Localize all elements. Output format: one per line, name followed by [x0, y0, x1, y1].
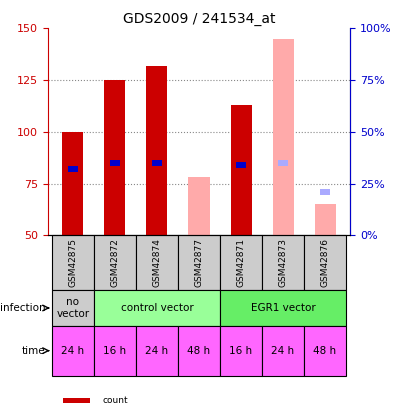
- FancyBboxPatch shape: [52, 326, 94, 375]
- Bar: [236, 162, 246, 168]
- Text: 48 h: 48 h: [314, 346, 337, 356]
- Text: GSM42872: GSM42872: [111, 238, 119, 287]
- FancyBboxPatch shape: [52, 290, 94, 326]
- Text: EGR1 vector: EGR1 vector: [251, 303, 315, 313]
- Text: 24 h: 24 h: [61, 346, 84, 356]
- FancyBboxPatch shape: [220, 290, 346, 326]
- Text: GSM42871: GSM42871: [236, 238, 246, 287]
- Text: 16 h: 16 h: [103, 346, 127, 356]
- FancyBboxPatch shape: [178, 326, 220, 375]
- FancyBboxPatch shape: [136, 326, 178, 375]
- FancyBboxPatch shape: [94, 326, 136, 375]
- Bar: [273, 39, 293, 235]
- Text: time: time: [22, 346, 46, 356]
- Text: GSM42875: GSM42875: [68, 238, 78, 287]
- FancyBboxPatch shape: [94, 235, 136, 290]
- Text: GSM42874: GSM42874: [152, 238, 162, 287]
- FancyBboxPatch shape: [304, 326, 346, 375]
- Text: GSM42876: GSM42876: [320, 238, 330, 287]
- FancyBboxPatch shape: [262, 235, 304, 290]
- Text: 24 h: 24 h: [145, 346, 168, 356]
- FancyBboxPatch shape: [136, 235, 178, 290]
- Bar: [146, 66, 168, 235]
- FancyBboxPatch shape: [178, 235, 220, 290]
- FancyBboxPatch shape: [220, 326, 262, 375]
- Text: 24 h: 24 h: [271, 346, 295, 356]
- FancyBboxPatch shape: [262, 326, 304, 375]
- FancyBboxPatch shape: [220, 235, 262, 290]
- Bar: [68, 166, 78, 172]
- Bar: [104, 80, 125, 235]
- Bar: [320, 189, 330, 195]
- Text: 48 h: 48 h: [187, 346, 211, 356]
- Bar: [189, 177, 209, 235]
- Bar: [314, 204, 336, 235]
- Text: control vector: control vector: [121, 303, 193, 313]
- Title: GDS2009 / 241534_at: GDS2009 / 241534_at: [123, 12, 275, 26]
- Bar: [62, 132, 84, 235]
- Text: count: count: [102, 396, 128, 405]
- Bar: [230, 105, 252, 235]
- Text: GSM42873: GSM42873: [279, 238, 287, 287]
- Text: no
vector: no vector: [57, 297, 90, 319]
- Text: infection: infection: [0, 303, 46, 313]
- Bar: [278, 160, 288, 166]
- Bar: [152, 160, 162, 166]
- FancyBboxPatch shape: [304, 235, 346, 290]
- Bar: [63, 399, 90, 403]
- Bar: [110, 160, 120, 166]
- Text: GSM42877: GSM42877: [195, 238, 203, 287]
- FancyBboxPatch shape: [52, 235, 94, 290]
- FancyBboxPatch shape: [94, 290, 220, 326]
- Text: 16 h: 16 h: [230, 346, 253, 356]
